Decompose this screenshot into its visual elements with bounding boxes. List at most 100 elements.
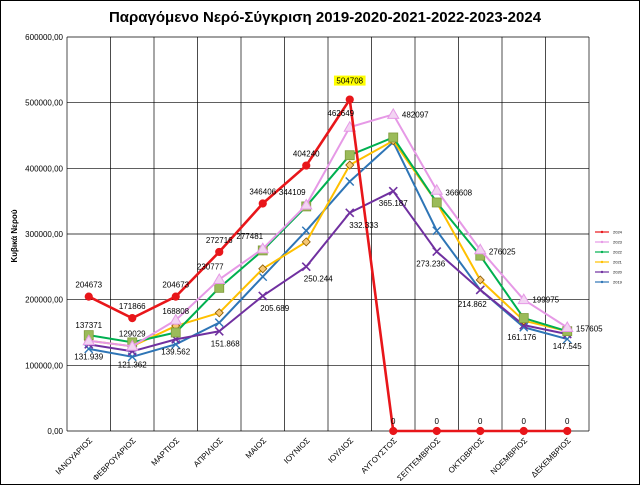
data-point (258, 264, 268, 274)
legend-marker (600, 250, 604, 254)
x-tick-label: ΑΥΓΟΥΣΤΟΣ (359, 436, 398, 475)
data-point (518, 313, 529, 323)
data-point (215, 247, 224, 257)
legend-entry-2023: 2023 (595, 240, 623, 245)
data-point (170, 327, 181, 338)
data-point (345, 176, 355, 186)
legend-entry-2021: 2021 (595, 260, 623, 265)
data-point (431, 197, 442, 208)
series-line-2024 (88, 98, 568, 433)
legend-label: 2022 (613, 250, 623, 255)
data-point (301, 226, 311, 236)
data-label-2020: 205.689 (260, 304, 289, 313)
legend-entry-2024: 2024 (595, 230, 623, 235)
data-label-2023: 137371 (75, 321, 102, 330)
data-label-2020: 273.236 (416, 260, 445, 269)
data-point (476, 426, 485, 436)
data-point (432, 247, 442, 257)
series-line-2023 (88, 113, 568, 348)
data-label-2020: 147.545 (553, 342, 582, 351)
y-tick-label: 400000,00 (25, 164, 63, 173)
data-labels: 204673 171866 204673 272716 346406 404240 5047… (74, 75, 603, 426)
legend-marker (600, 240, 604, 244)
data-point (214, 282, 225, 293)
data-label-2023: 276025 (489, 248, 516, 257)
data-label-2020: 250.244 (304, 275, 333, 284)
data-label-2020: 121.362 (118, 360, 147, 369)
data-point (560, 321, 574, 333)
data-label-2023: 168808 (162, 307, 189, 316)
data-point (128, 314, 137, 323)
x-tick-label: ΙΑΝΟΥΑΡΙΟΣ (54, 436, 94, 476)
data-point (302, 161, 311, 170)
data-label-2023: 157605 (576, 325, 603, 334)
legend-label: 2019 (613, 280, 623, 285)
data-point (214, 326, 224, 336)
x-tick-label: ΦΕΒΡΟΥΑΡΙΟΣ (91, 436, 138, 483)
axes: 0,00 100000,00 200000,00 300000,00 400000,00… (25, 33, 573, 483)
data-point (214, 318, 224, 328)
data-point (84, 292, 93, 301)
data-point (519, 322, 529, 332)
data-label-2024: 0 (391, 417, 396, 426)
data-point (258, 199, 267, 208)
data-label-2023: 277481 (236, 232, 263, 241)
data-label-2023: 366608 (445, 188, 472, 197)
data-point (519, 426, 528, 436)
legend-entry-2019: 2019 (595, 280, 623, 285)
data-point (389, 426, 398, 436)
x-tick-label: ΟΚΤΩΒΡΙΟΣ (447, 436, 486, 475)
data-point (475, 275, 485, 285)
x-tick-label: ΔΕΚΕΜΒΡΙΟΣ (529, 436, 572, 479)
y-tick-label: 600000,00 (25, 33, 63, 42)
data-point (475, 285, 485, 295)
data-point (430, 183, 444, 195)
data-point (563, 426, 572, 436)
data-point (125, 339, 139, 351)
legend-marker (600, 270, 604, 274)
data-point (256, 242, 270, 254)
data-label-2024: 204673 (162, 281, 189, 290)
data-point (169, 313, 183, 325)
data-label-2020: 214.862 (458, 300, 487, 309)
data-label-2023: 462649 (327, 109, 354, 118)
data-label-2024: 0 (522, 417, 527, 426)
chart-title: Παραγόμενο Νερό-Σύγκριση 2019-2020-2021-… (109, 9, 542, 26)
data-point (345, 95, 354, 104)
data-point (388, 132, 399, 143)
series-line-2022 (88, 136, 568, 344)
data-point (299, 198, 313, 210)
data-label-2024: 0 (435, 417, 440, 426)
y-axis-label: Κυβικά Νερού (10, 209, 19, 262)
y-tick-label: 300000,00 (25, 230, 63, 239)
data-label-2024: 0 (478, 417, 483, 426)
series-line-2020 (88, 190, 568, 353)
label-highlight (333, 75, 366, 86)
data-label-2023: 230777 (197, 262, 224, 271)
data-label-2024: 346406 (249, 188, 276, 197)
data-label-2023: 129029 (119, 329, 146, 338)
data-point (517, 293, 531, 305)
data-label-2024: 504708 (336, 77, 363, 86)
data-point (432, 426, 441, 436)
data-label-2020: 161.176 (507, 333, 536, 342)
x-tick-label: ΑΠΡΙΛΙΟΣ (192, 436, 225, 469)
gridlines (66, 36, 590, 432)
legend-marker (600, 280, 604, 284)
data-point (473, 243, 487, 255)
legend-label: 2023 (613, 240, 623, 245)
x-tick-label: ΝΟΕΜΒΡΙΟΣ (489, 436, 529, 476)
legend: 2024 2023 2022 2021 2020 2019 (595, 230, 623, 285)
data-point (258, 291, 268, 301)
data-point (212, 272, 226, 284)
x-tick-label: ΜΑΡΤΙΟΣ (150, 436, 182, 468)
data-point (171, 292, 180, 301)
data-label-2024: 171866 (119, 302, 146, 311)
data-label-2020: 365.187 (379, 199, 408, 208)
series-line-2021 (88, 139, 568, 348)
legend-marker (600, 260, 604, 264)
data-label-2020: 139.562 (161, 347, 190, 356)
data-point (386, 107, 400, 119)
